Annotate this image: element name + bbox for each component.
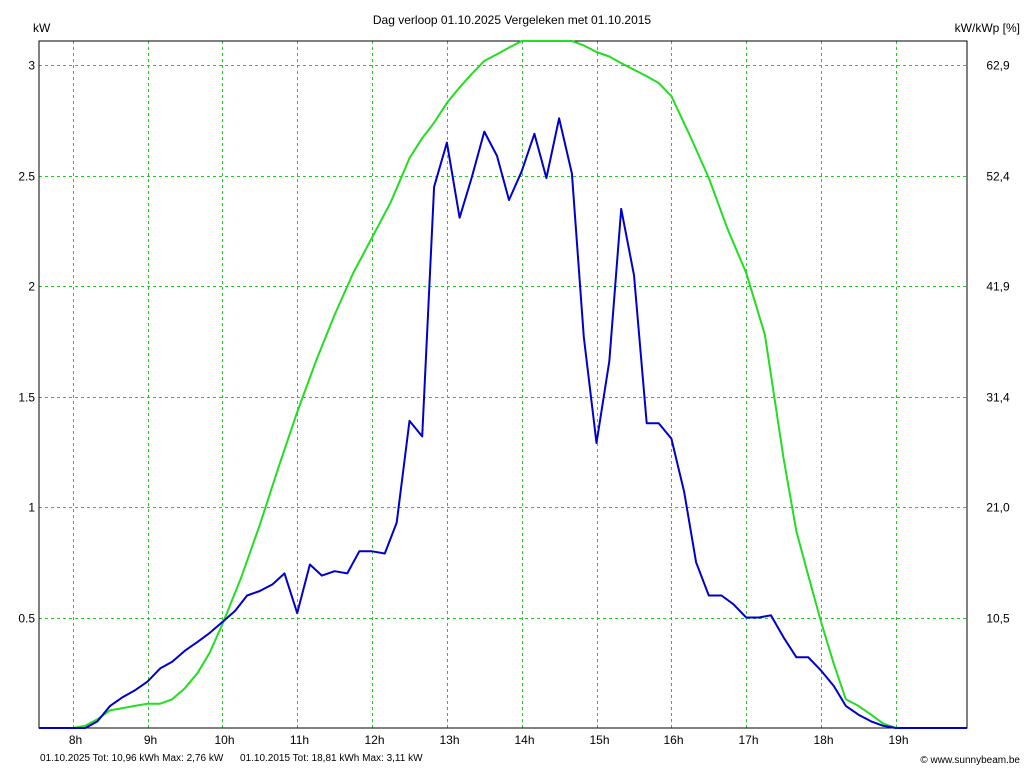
- y-axis-right-ticks: 62,9 52,4 41,9 31,4 21,0 10,5: [986, 59, 1010, 626]
- x-tick-label: 9h: [144, 733, 157, 747]
- x-tick-label: 8h: [69, 733, 82, 747]
- x-tick-label: 14h: [514, 733, 534, 747]
- chart-title: Dag verloop 01.10.2025 Vergeleken met 01…: [373, 13, 652, 27]
- chart-series: [39, 40, 967, 729]
- x-tick-label: 13h: [439, 733, 459, 747]
- x-axis-ticks: 8h 9h 10h 11h 12h 13h 14h 15h 16h 17h 18h 19h: [69, 733, 909, 747]
- copyright-text: © www.sunnybeam.be: [920, 755, 1020, 766]
- x-tick-label: 15h: [589, 733, 609, 747]
- series-line-01-10-2015: [39, 40, 967, 729]
- x-tick-label: 12h: [364, 733, 384, 747]
- y-tick-label-right: 31,4: [986, 391, 1010, 405]
- x-tick-label: 19h: [888, 733, 908, 747]
- x-tick-label: 16h: [663, 733, 683, 747]
- x-tick-label: 11h: [290, 733, 309, 747]
- y-axis-left-label: kW: [33, 21, 51, 35]
- y-tick-label-right: 52,4: [986, 170, 1010, 184]
- y-tick-label-left: 2.5: [18, 170, 35, 184]
- plot-area-border: [38, 40, 968, 729]
- y-tick-label-right: 41,9: [986, 280, 1010, 294]
- chart-axes: [38, 40, 968, 729]
- x-tick-label: 17h: [738, 733, 758, 747]
- y-tick-label-left: 2: [28, 280, 35, 294]
- y-tick-label-right: 62,9: [986, 59, 1010, 73]
- y-tick-label-right: 10,5: [986, 612, 1010, 626]
- footer-green-stats: 01.10.2015 Tot: 18,81 kWh Max: 3,11 kW: [240, 753, 423, 764]
- y-axis-left-ticks: 3 2.5 2 1.5 1 0.5: [18, 59, 35, 626]
- x-tick-label: 10h: [214, 733, 234, 747]
- y-axis-right-label: kW/kWp [%]: [955, 21, 1020, 35]
- y-tick-label-left: 3: [28, 59, 35, 73]
- x-tick-label: 18h: [813, 733, 833, 747]
- y-tick-label-right: 21,0: [986, 501, 1010, 515]
- y-tick-label-left: 1.5: [18, 391, 35, 405]
- series-line-01-10-2025: [39, 117, 967, 729]
- footer-blue-stats: 01.10.2025 Tot: 10,96 kWh Max: 2,76 kW: [40, 753, 224, 764]
- chart-grid: [39, 41, 967, 728]
- y-tick-label-left: 0.5: [18, 612, 35, 626]
- y-tick-label-left: 1: [28, 501, 35, 515]
